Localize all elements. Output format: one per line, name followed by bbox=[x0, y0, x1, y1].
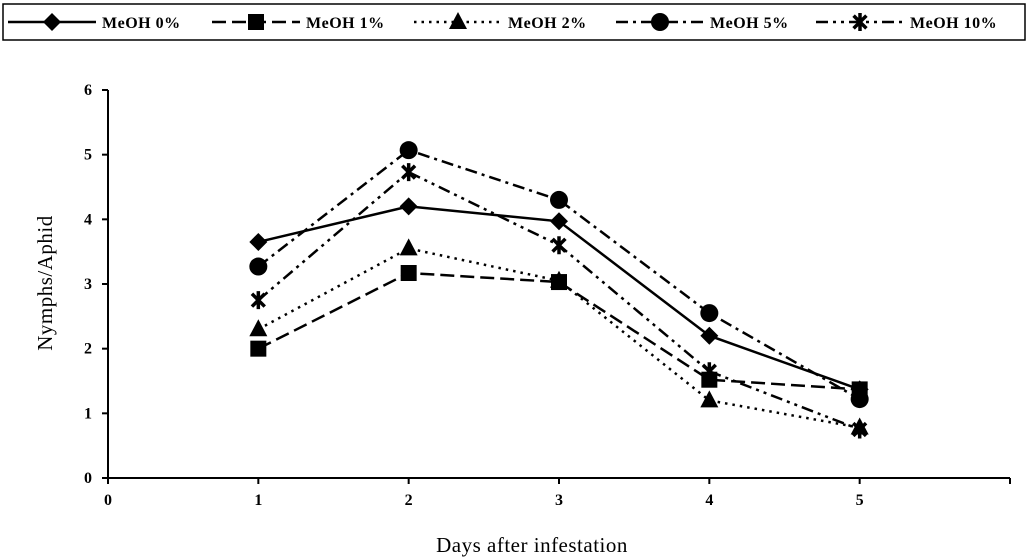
x-tick-label: 0 bbox=[104, 492, 112, 509]
x-tick-label: 1 bbox=[254, 492, 262, 509]
series-line bbox=[257, 170, 861, 431]
legend-marker bbox=[43, 13, 61, 31]
y-axis-label: Nymphs/Aphid bbox=[33, 215, 57, 351]
data-point bbox=[850, 390, 869, 409]
legend-item: MeOH 0% bbox=[8, 13, 181, 32]
x-tick-label: 3 bbox=[555, 492, 563, 509]
y-tick-label: 0 bbox=[84, 470, 92, 487]
series-circle bbox=[249, 141, 869, 409]
series-triangle bbox=[249, 238, 869, 435]
data-point bbox=[401, 163, 417, 182]
legend-marker bbox=[651, 13, 669, 31]
x-tick-label: 2 bbox=[405, 492, 413, 509]
legend-label: MeOH 10% bbox=[910, 15, 997, 32]
data-point bbox=[551, 236, 567, 255]
plot-area: 0 1 2 3 4 5 6 0 1 2 3 4 5 bbox=[84, 82, 1011, 509]
y-tick-label: 6 bbox=[84, 82, 92, 99]
data-point bbox=[700, 304, 719, 323]
data-point bbox=[249, 257, 268, 276]
series-star bbox=[250, 163, 868, 439]
legend-marker bbox=[852, 13, 868, 31]
data-point bbox=[700, 390, 719, 408]
y-tick-label: 5 bbox=[84, 147, 92, 164]
data-point bbox=[250, 291, 266, 310]
x-tick-label: 5 bbox=[856, 492, 864, 509]
legend-marker bbox=[248, 14, 264, 30]
data-point bbox=[249, 232, 268, 251]
legend: MeOH 0% MeOH 1% MeOH 2% MeOH 5% MeOH 10% bbox=[2, 3, 1026, 41]
series-line bbox=[257, 148, 861, 401]
y-tick-label: 2 bbox=[84, 341, 92, 358]
legend-label: MeOH 0% bbox=[102, 15, 181, 32]
legend-item: MeOH 1% bbox=[212, 14, 385, 32]
y-tick-label: 3 bbox=[84, 276, 92, 293]
data-point bbox=[550, 190, 568, 209]
data-point bbox=[550, 212, 568, 231]
series-line bbox=[257, 271, 860, 391]
legend-marker bbox=[449, 12, 467, 29]
data-point bbox=[700, 326, 719, 345]
x-tick-label: 4 bbox=[705, 492, 713, 509]
legend-item: MeOH 2% bbox=[414, 12, 587, 32]
data-point bbox=[399, 238, 418, 256]
legend-item: MeOH 10% bbox=[816, 13, 997, 32]
y-tick-label: 4 bbox=[84, 211, 92, 228]
legend-label: MeOH 2% bbox=[508, 15, 587, 32]
x-axis-label: Days after infestation bbox=[436, 533, 628, 557]
y-tick-label: 1 bbox=[84, 405, 92, 422]
data-point bbox=[852, 420, 868, 439]
series-line bbox=[258, 205, 861, 391]
data-point bbox=[400, 265, 417, 282]
data-point bbox=[250, 340, 267, 357]
legend-label: MeOH 1% bbox=[306, 15, 385, 32]
legend-item: MeOH 5% bbox=[616, 13, 789, 32]
data-point bbox=[249, 319, 268, 337]
data-point bbox=[701, 362, 717, 381]
data-point bbox=[399, 141, 418, 160]
legend-label: MeOH 5% bbox=[710, 15, 789, 32]
data-point bbox=[550, 270, 568, 288]
data-point bbox=[399, 197, 418, 216]
